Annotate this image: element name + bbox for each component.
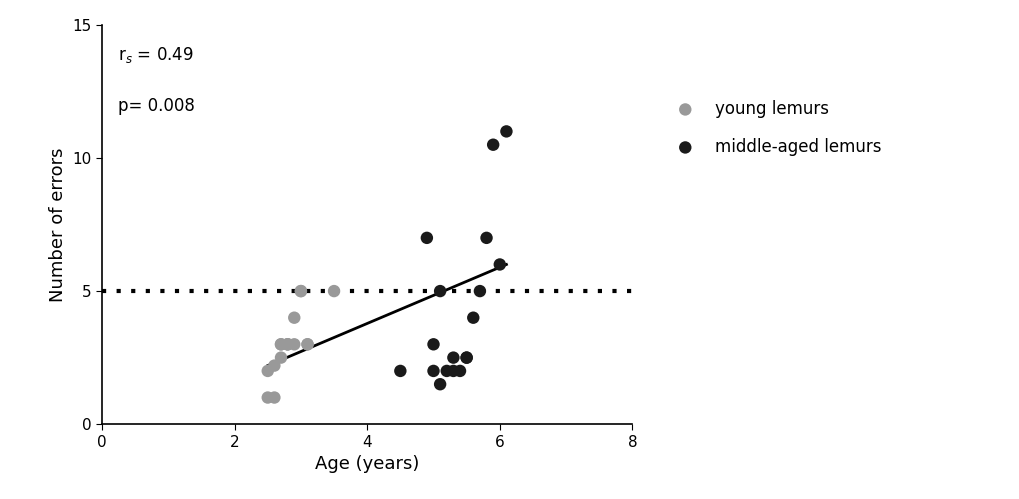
young lemurs bbox=[300, 340, 316, 348]
young lemurs bbox=[260, 394, 276, 402]
middle-aged lemurs bbox=[438, 367, 454, 375]
young lemurs bbox=[285, 340, 303, 348]
middle-aged lemurs bbox=[498, 127, 515, 135]
middle-aged lemurs bbox=[478, 234, 494, 242]
young lemurs bbox=[292, 287, 309, 295]
young lemurs bbox=[292, 287, 309, 295]
middle-aged lemurs bbox=[459, 354, 475, 362]
young lemurs bbox=[279, 340, 296, 348]
Text: r$_s$ = 0.49: r$_s$ = 0.49 bbox=[118, 45, 194, 65]
middle-aged lemurs bbox=[451, 367, 468, 375]
X-axis label: Age (years): Age (years) bbox=[315, 455, 419, 473]
young lemurs bbox=[279, 340, 296, 348]
middle-aged lemurs bbox=[491, 260, 507, 268]
young lemurs bbox=[266, 362, 282, 370]
middle-aged lemurs bbox=[445, 367, 462, 375]
middle-aged lemurs bbox=[459, 354, 475, 362]
middle-aged lemurs bbox=[392, 367, 409, 375]
middle-aged lemurs bbox=[425, 340, 441, 348]
young lemurs bbox=[273, 354, 289, 362]
Text: p= 0.008: p= 0.008 bbox=[118, 97, 195, 115]
middle-aged lemurs bbox=[419, 234, 435, 242]
young lemurs bbox=[260, 367, 276, 375]
young lemurs bbox=[300, 340, 316, 348]
young lemurs bbox=[273, 340, 289, 348]
young lemurs bbox=[285, 314, 303, 322]
young lemurs bbox=[279, 340, 296, 348]
middle-aged lemurs bbox=[485, 141, 501, 149]
middle-aged lemurs bbox=[445, 354, 462, 362]
Legend: young lemurs, middle-aged lemurs: young lemurs, middle-aged lemurs bbox=[661, 93, 888, 163]
Y-axis label: Number of errors: Number of errors bbox=[49, 147, 66, 302]
middle-aged lemurs bbox=[465, 314, 481, 322]
middle-aged lemurs bbox=[425, 367, 441, 375]
young lemurs bbox=[266, 394, 282, 402]
middle-aged lemurs bbox=[432, 380, 448, 388]
middle-aged lemurs bbox=[432, 287, 448, 295]
young lemurs bbox=[326, 287, 342, 295]
middle-aged lemurs bbox=[472, 287, 488, 295]
young lemurs bbox=[273, 340, 289, 348]
